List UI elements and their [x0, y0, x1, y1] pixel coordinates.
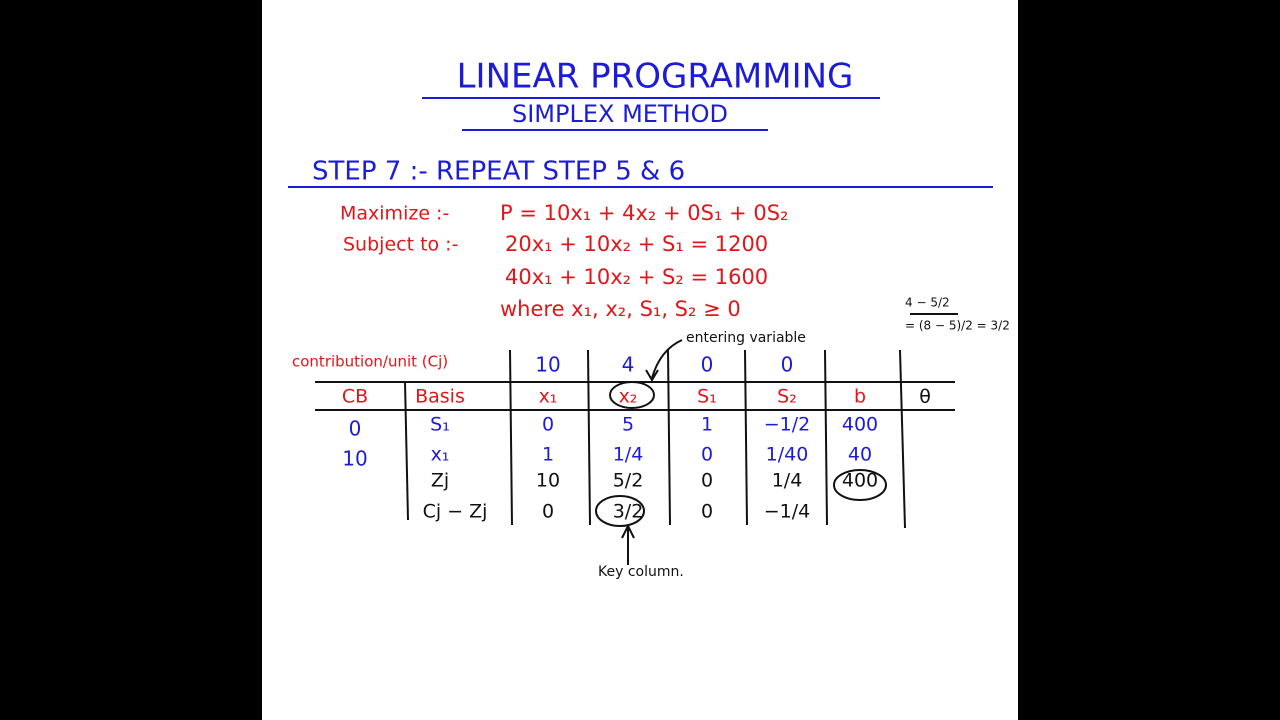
cell: 0	[701, 501, 713, 523]
column-header: b	[854, 386, 866, 408]
column-header: θ	[919, 386, 931, 408]
cell: 0	[701, 444, 713, 466]
column-header: S₂	[777, 386, 797, 408]
column-header: x₂	[619, 386, 638, 408]
cell: 0	[542, 501, 554, 523]
underlines	[288, 97, 993, 188]
table-lines	[315, 313, 958, 565]
cell: 0	[542, 414, 554, 436]
circle	[595, 495, 645, 527]
cb-cell: 0	[349, 417, 362, 441]
circle	[609, 381, 655, 409]
cb-cell: 10	[342, 447, 367, 471]
circle	[833, 469, 887, 501]
cell: 40	[848, 444, 872, 466]
cj-label: contribution/unit (Cj)	[292, 353, 448, 371]
cj-value: 0	[781, 353, 794, 377]
objective-label: Maximize :-	[340, 203, 449, 225]
cell: 10	[536, 470, 560, 492]
v-line	[509, 349, 513, 526]
constraints-label: Subject to :-	[343, 234, 458, 256]
cj-value: 10	[535, 353, 560, 377]
v-line	[899, 349, 906, 529]
cell: 0	[701, 470, 713, 492]
cell: 5/2	[613, 470, 644, 492]
cell: 5	[622, 414, 634, 436]
constraint: 20x₁ + 10x₂ + S₁ = 1200	[505, 232, 768, 256]
cell: 3/2	[613, 501, 644, 523]
constraint: 40x₁ + 10x₂ + S₂ = 1600	[505, 265, 768, 289]
basis-cell: Zj	[431, 470, 449, 492]
cell: −1/4	[764, 501, 811, 523]
cell: 400	[842, 414, 878, 436]
annotation: entering variable	[686, 330, 806, 346]
arrow	[621, 523, 635, 565]
cell: 1	[542, 444, 554, 466]
basis-cell: S₁	[430, 414, 450, 436]
step: STEP 7 :- REPEAT STEP 5 & 6	[312, 157, 685, 187]
cell: 1	[701, 414, 713, 436]
v-line	[824, 349, 828, 526]
v-line	[667, 349, 671, 526]
column-header: CB	[342, 386, 368, 408]
cell: −1/2	[764, 414, 811, 436]
side-note: 4 − 5/2	[905, 296, 950, 310]
basis-cell: x₁	[431, 444, 450, 466]
v-line	[404, 381, 409, 521]
cell: 1/40	[766, 444, 809, 466]
column-header: Basis	[415, 386, 465, 408]
title: LINEAR PROGRAMMING	[457, 57, 854, 97]
nonnegativity: where x₁, x₂, S₁, S₂ ≥ 0	[500, 297, 741, 321]
cell: 400	[842, 470, 878, 492]
cj-value: 0	[701, 353, 714, 377]
v-line	[587, 349, 591, 526]
subtitle: SIMPLEX METHOD	[512, 100, 728, 128]
basis-cell: Cj − Zj	[423, 501, 488, 523]
annotation: Key column.	[598, 564, 684, 580]
v-line	[744, 349, 748, 526]
column-header: x₁	[539, 386, 558, 408]
cell: 1/4	[772, 470, 803, 492]
whiteboard	[262, 0, 1018, 720]
arrow	[645, 339, 683, 382]
cj-value: 4	[622, 353, 635, 377]
cell: 1/4	[613, 444, 644, 466]
column-header: S₁	[697, 386, 717, 408]
objective: P = 10x₁ + 4x₂ + 0S₁ + 0S₂	[500, 201, 788, 225]
side-note: = (8 − 5)/2 = 3/2	[905, 319, 1010, 333]
